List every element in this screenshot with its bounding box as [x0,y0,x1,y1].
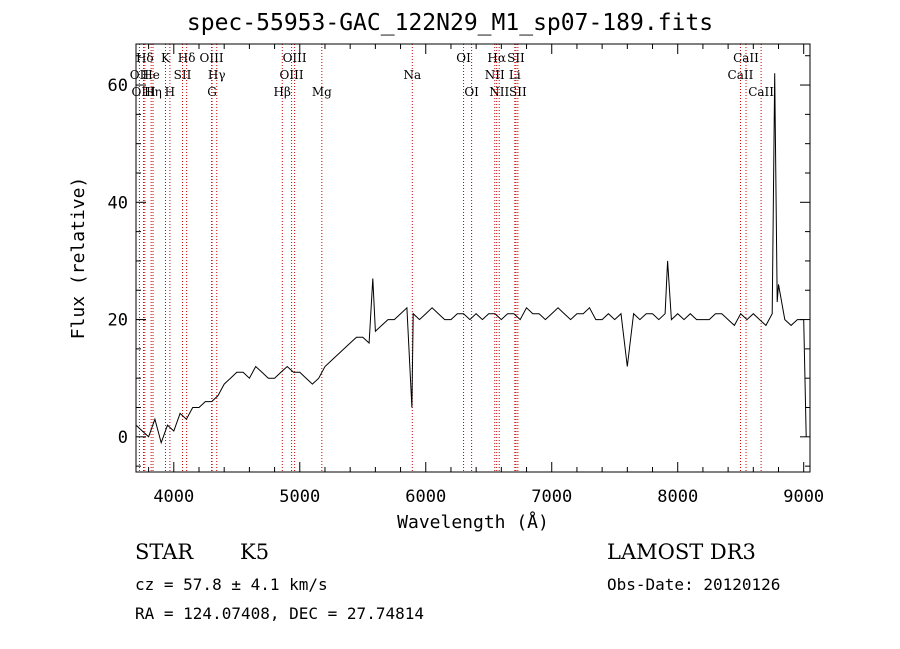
spectrum-line [135,73,807,445]
y-tick-label: 40 [108,193,128,213]
line-marker-label: H [165,85,175,99]
x-tick-label: 7000 [531,487,572,507]
line-marker-label: Hβ [274,85,291,99]
coordinates: RA = 124.07408, DEC = 27.74814 [135,604,424,623]
x-tick-label: 6000 [405,487,446,507]
line-marker-label: OIII [200,51,224,65]
line-marker-label: He [142,68,160,82]
line-marker-label: SII [509,85,527,99]
line-marker-label: OIII [132,85,156,99]
line-marker-label: G [207,85,217,99]
line-marker-label: CaII [748,85,774,99]
line-marker-label-layer: Hδ OII OIII He Hη K H SII Hδ OIII Hγ G OIII OIII Hβ Mg N… [130,51,775,99]
line-marker-label: OI [464,85,479,99]
line-marker-label: CaII [728,68,754,82]
y-tick-label: 0 [118,428,128,448]
x-axis-label: Wavelength (Å) [397,511,549,533]
y-axis-label: Flux (relative) [68,177,89,340]
x-tick-label: 5000 [279,487,320,507]
line-marker-label: Hα [487,51,506,65]
line-marker-label: OIII [280,68,304,82]
y-tick-label: 60 [108,76,128,96]
redshift-velocity: cz = 57.8 ± 4.1 km/s [135,575,328,594]
line-marker-label: K [161,51,171,65]
x-tick-label: 4000 [153,487,194,507]
line-marker-layer [138,44,762,472]
object-class: STAR [135,540,194,564]
line-marker-label: Hδ [178,51,196,65]
chart-title: spec-55953-GAC_122N29_M1_sp07-189.fits [186,10,714,36]
x-axis: 4000 5000 6000 7000 8000 9000 [148,44,824,507]
line-marker-label: Hγ [208,68,226,82]
object-subclass: K5 [240,540,270,564]
x-tick-label: 9000 [783,487,824,507]
line-marker-label: Na [403,68,421,82]
line-marker-label: OI [456,51,471,65]
observation-date: Obs-Date: 20120126 [607,575,781,594]
line-marker-label: SII [507,51,525,65]
line-marker-label: Hδ [136,51,154,65]
line-marker-label: Li [509,68,521,82]
y-axis: 0 20 40 60 [108,55,810,467]
line-marker-label: SII [174,68,192,82]
line-marker-label: NII [485,68,505,82]
plot-frame [135,43,811,473]
line-marker-label: OIII [283,51,307,65]
line-marker-label: OII [130,68,150,82]
line-marker-label: NII [489,85,509,99]
survey-name: LAMOST DR3 [607,540,756,564]
line-marker-label: Hη [144,85,162,99]
line-marker-label: Mg [312,85,332,99]
x-tick-label: 8000 [657,487,698,507]
y-tick-label: 20 [108,311,128,331]
line-marker-label: CaII [733,51,759,65]
